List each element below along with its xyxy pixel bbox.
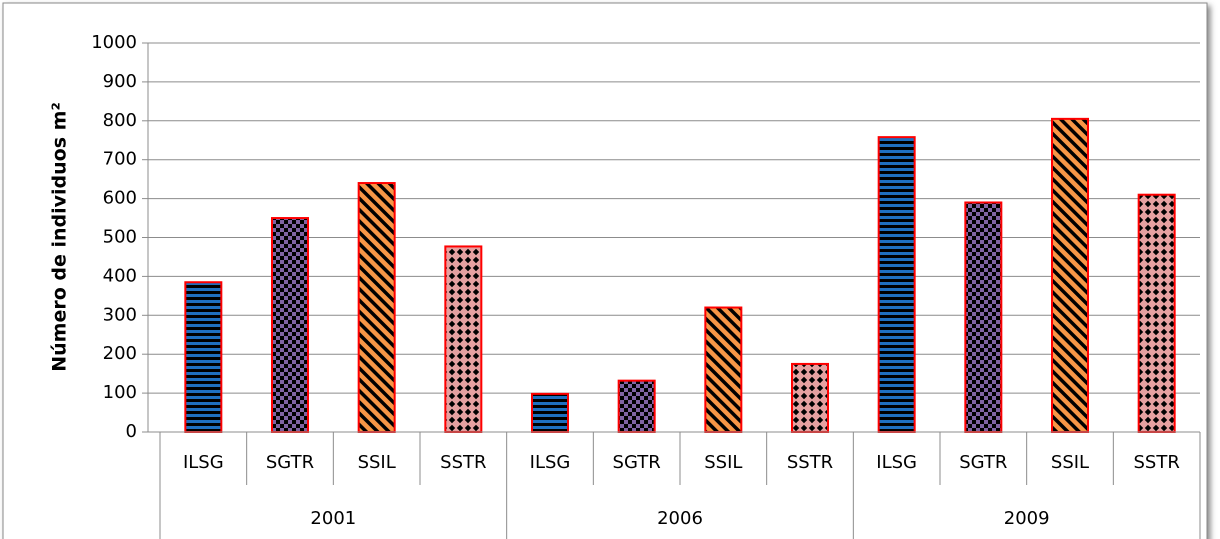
y-tick-label: 300 bbox=[103, 304, 137, 325]
bar bbox=[357, 182, 396, 433]
x-group-label: 2006 bbox=[657, 508, 703, 529]
y-tick-label: 400 bbox=[103, 265, 137, 286]
x-group-label: 2001 bbox=[310, 508, 356, 529]
x-tick-label: SSTR bbox=[1133, 452, 1179, 473]
y-tick-label: 500 bbox=[103, 227, 137, 248]
bar bbox=[444, 245, 483, 433]
x-tick-label: SGTR bbox=[959, 452, 1007, 473]
bar bbox=[704, 306, 743, 433]
x-tick-label: SSIL bbox=[704, 452, 742, 473]
y-tick-label: 0 bbox=[126, 421, 137, 442]
bar bbox=[1051, 117, 1089, 433]
x-tick-label: SSTR bbox=[787, 452, 833, 473]
x-tick-label: SSIL bbox=[1051, 452, 1089, 473]
bar bbox=[964, 201, 1003, 433]
x-tick-label: SSTR bbox=[440, 452, 486, 473]
x-tick-label: SGTR bbox=[613, 452, 661, 473]
y-axis-label: Número de individuos m² bbox=[49, 102, 71, 372]
y-tick-label: 800 bbox=[103, 110, 137, 131]
x-tick-label: SSIL bbox=[358, 452, 396, 473]
y-tick-label: 1000 bbox=[91, 32, 137, 53]
bar bbox=[184, 281, 223, 433]
bar bbox=[791, 362, 829, 433]
bar bbox=[877, 136, 916, 433]
bar bbox=[617, 379, 656, 434]
bar bbox=[271, 217, 309, 433]
x-tick-label: SGTR bbox=[266, 452, 314, 473]
y-tick-label: 200 bbox=[103, 343, 137, 364]
y-tick-label: 100 bbox=[103, 382, 137, 403]
x-tick-label: ILSG bbox=[876, 452, 917, 473]
bar bbox=[1137, 193, 1176, 433]
bar bbox=[531, 392, 569, 433]
x-tick-label: ILSG bbox=[530, 452, 571, 473]
y-tick-label: 600 bbox=[103, 188, 137, 209]
x-tick-label: ILSG bbox=[183, 452, 224, 473]
x-group-label: 2009 bbox=[1004, 508, 1050, 529]
y-tick-label: 900 bbox=[103, 71, 137, 92]
y-tick-label: 700 bbox=[103, 149, 137, 170]
